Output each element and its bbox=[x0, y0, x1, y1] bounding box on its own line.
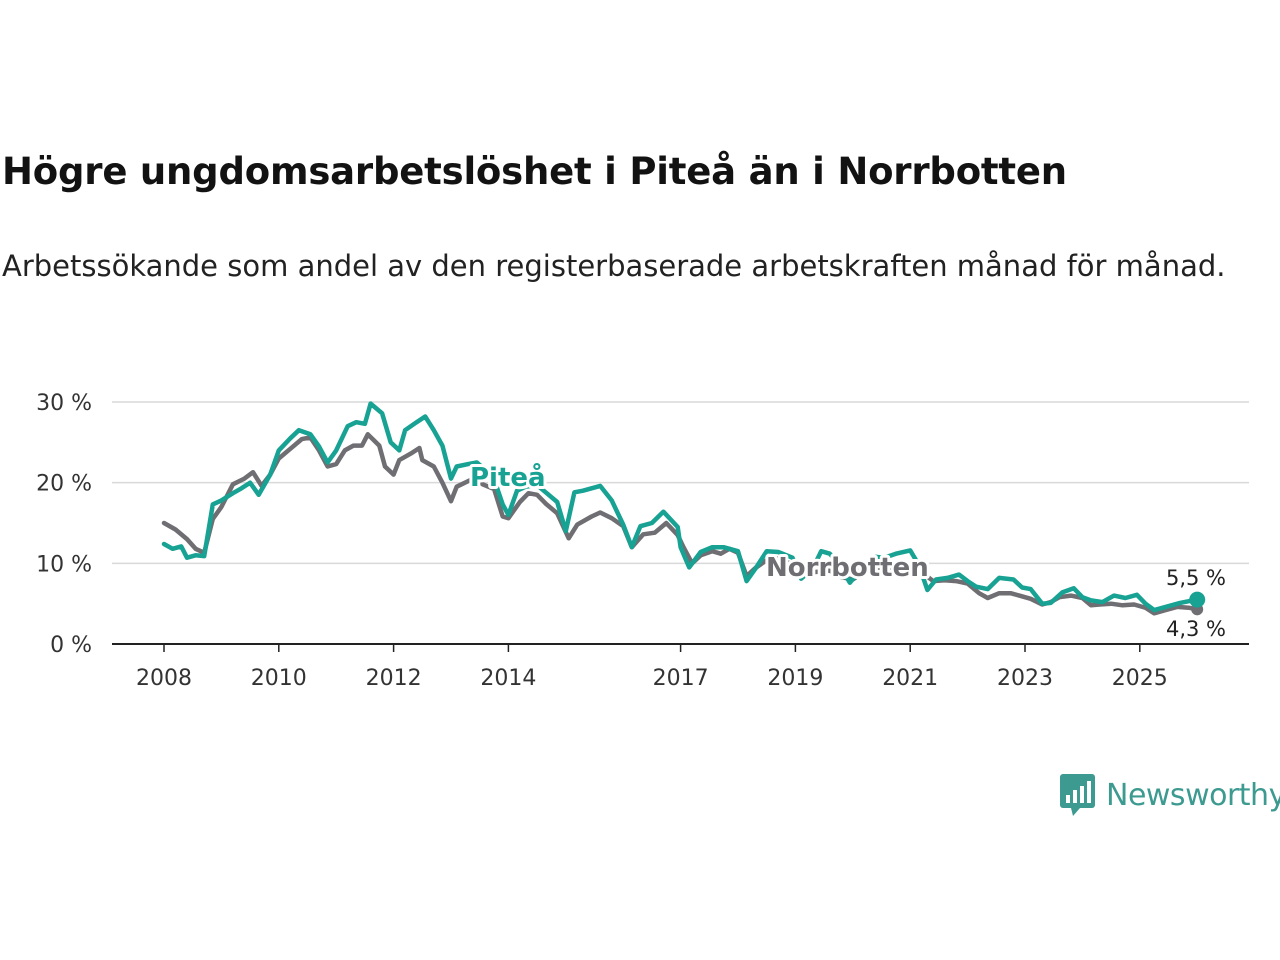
series-line-pitea bbox=[161, 401, 1200, 613]
x-tick-label: 2012 bbox=[366, 666, 422, 691]
x-tick-label: 2019 bbox=[767, 666, 823, 691]
chart-title: Högre ungdomsarbetslöshet i Piteå än i N… bbox=[2, 150, 1067, 193]
y-tick-label: 0 % bbox=[50, 633, 92, 658]
line-chart: 0 % 10 % 20 % 30 % 2008 2010 2012 2014 2017 2019 2… bbox=[36, 391, 1249, 691]
brand-name: Newsworthy bbox=[1106, 777, 1280, 813]
y-tick-label: 10 % bbox=[36, 552, 92, 577]
x-tick-label: 2021 bbox=[882, 666, 938, 691]
x-tick-label: 2010 bbox=[251, 666, 307, 691]
series-line-norrbotten bbox=[161, 432, 1200, 616]
axis-layer: 0 % 10 % 20 % 30 % 2008 2010 2012 2014 2017 2019 2… bbox=[36, 391, 1249, 691]
newsworthy-logo-icon bbox=[1060, 774, 1095, 816]
x-tick-label: 2014 bbox=[480, 666, 536, 691]
series-end-point bbox=[1189, 591, 1206, 608]
label-layer: Piteå Norrbotten 5,5 % 4,3 % bbox=[467, 458, 1226, 641]
series-label-norrbotten: Norrbotten bbox=[766, 553, 929, 583]
chart-subtitle: Arbetssökande som andel av den registerb… bbox=[2, 249, 1226, 283]
y-tick-label: 20 % bbox=[36, 472, 92, 497]
x-tick-label: 2023 bbox=[997, 666, 1053, 691]
x-tick-label: 2017 bbox=[653, 666, 709, 691]
x-tick-label: 2008 bbox=[136, 666, 192, 691]
end-value-label-norrbotten: 4,3 % bbox=[1166, 617, 1226, 641]
series-label-pitea: Piteå bbox=[470, 461, 546, 493]
x-tick-label: 2025 bbox=[1112, 666, 1168, 691]
series-layer bbox=[161, 401, 1206, 616]
y-tick-label: 30 % bbox=[36, 391, 92, 416]
grid-layer bbox=[112, 401, 1249, 565]
end-value-label-pitea: 5,5 % bbox=[1166, 566, 1226, 590]
newsworthy-brand: Newsworthy bbox=[1059, 773, 1280, 817]
